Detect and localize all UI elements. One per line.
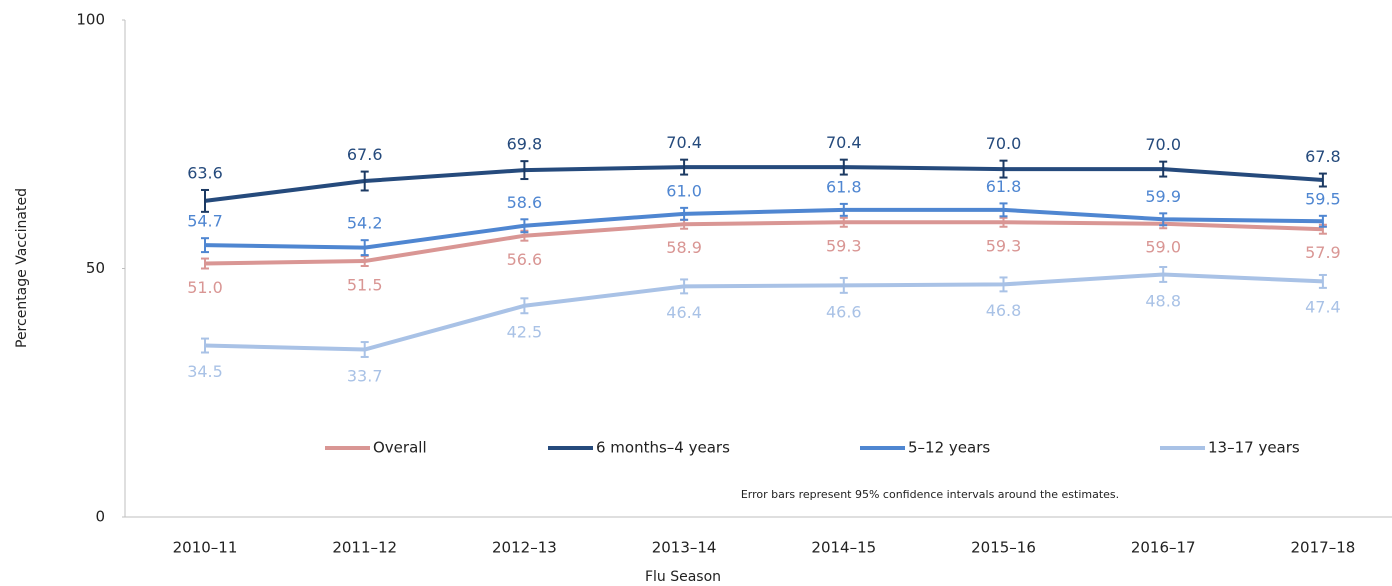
x-axis-title: Flu Season (645, 569, 721, 585)
error-bar (520, 297, 529, 315)
data-label: 70.0 (1145, 135, 1181, 154)
legend-label: Overall (373, 439, 427, 457)
data-label: 70.4 (666, 133, 702, 152)
series-line (204, 165, 1324, 203)
data-label: 59.5 (1305, 189, 1341, 208)
data-label: 67.8 (1305, 147, 1341, 166)
data-label: 63.6 (187, 163, 223, 182)
error-bar (680, 278, 689, 295)
error-bar (1318, 172, 1327, 188)
error-bar (1159, 160, 1168, 178)
error-bar (1159, 212, 1168, 227)
error-bar (201, 237, 209, 254)
y-tick-label: 50 (86, 259, 105, 277)
y-tick-label: 0 (95, 508, 105, 526)
legend-label: 5–12 years (908, 439, 990, 457)
error-bar (520, 160, 529, 181)
data-label: 70.0 (986, 134, 1022, 153)
series-line (204, 207, 1323, 250)
data-label: 67.6 (347, 145, 383, 164)
data-label: 46.8 (986, 301, 1022, 320)
error-bar (999, 159, 1008, 179)
x-tick-label: 2015–16 (971, 539, 1036, 557)
data-label: 70.4 (826, 133, 862, 152)
data-label: 61.8 (826, 177, 862, 196)
data-label: 59.9 (1145, 187, 1181, 206)
x-tick-label: 2017–18 (1291, 539, 1356, 557)
data-label: 59.3 (826, 236, 862, 255)
error-bar (839, 216, 848, 228)
data-label: 59.3 (986, 236, 1022, 255)
legend-label: 13–17 years (1208, 439, 1300, 457)
legend-label: 6 months–4 years (596, 439, 730, 457)
series-line (204, 272, 1323, 352)
data-label: 54.2 (347, 214, 383, 233)
data-label: 69.8 (507, 135, 543, 154)
data-label: 61.8 (986, 177, 1022, 196)
error-bar (360, 170, 369, 192)
data-label: 58.9 (666, 238, 702, 257)
x-tick-label: 2011–12 (332, 539, 397, 557)
data-label: 33.7 (347, 366, 383, 385)
data-label: 48.8 (1145, 291, 1181, 310)
x-tick-label: 2014–15 (811, 539, 876, 557)
data-label: 46.4 (666, 303, 702, 322)
data-label: 58.6 (507, 193, 543, 212)
data-label: 46.6 (826, 302, 862, 321)
error-bar (999, 276, 1008, 293)
data-label: 51.5 (347, 276, 383, 295)
error-bar (201, 188, 209, 213)
x-tick-label: 2016–17 (1131, 539, 1196, 557)
data-label: 61.0 (666, 181, 702, 200)
error-bar (520, 218, 529, 234)
data-label: 54.7 (187, 212, 223, 231)
error-bar (680, 206, 689, 221)
error-bar (1159, 266, 1168, 283)
data-label: 51.0 (187, 278, 223, 297)
series-line (204, 220, 1323, 266)
data-label: 57.9 (1305, 243, 1341, 262)
error-bar (839, 276, 848, 294)
x-tick-label: 2013–14 (652, 539, 717, 557)
x-tick-label: 2012–13 (492, 539, 557, 557)
note: Error bars represent 95% confidence inte… (741, 488, 1119, 501)
data-label: 34.5 (187, 362, 223, 381)
error-bar (201, 337, 209, 354)
error-bar (839, 158, 848, 176)
error-bar (1318, 214, 1327, 228)
error-bar (1318, 273, 1327, 289)
error-bar (680, 158, 689, 176)
error-bar (360, 341, 369, 358)
data-label: 56.6 (507, 250, 543, 269)
error-bar (201, 257, 209, 270)
error-bar (839, 202, 848, 217)
data-label: 42.5 (507, 323, 543, 342)
error-bar (360, 239, 369, 257)
y-tick-label: 100 (76, 11, 105, 29)
data-label: 47.4 (1305, 297, 1341, 316)
error-bar (999, 202, 1008, 218)
y-axis-title: Percentage Vaccinated (14, 188, 30, 348)
data-label: 59.0 (1145, 238, 1181, 257)
x-tick-label: 2010–11 (173, 539, 238, 557)
error-bar (999, 216, 1008, 228)
